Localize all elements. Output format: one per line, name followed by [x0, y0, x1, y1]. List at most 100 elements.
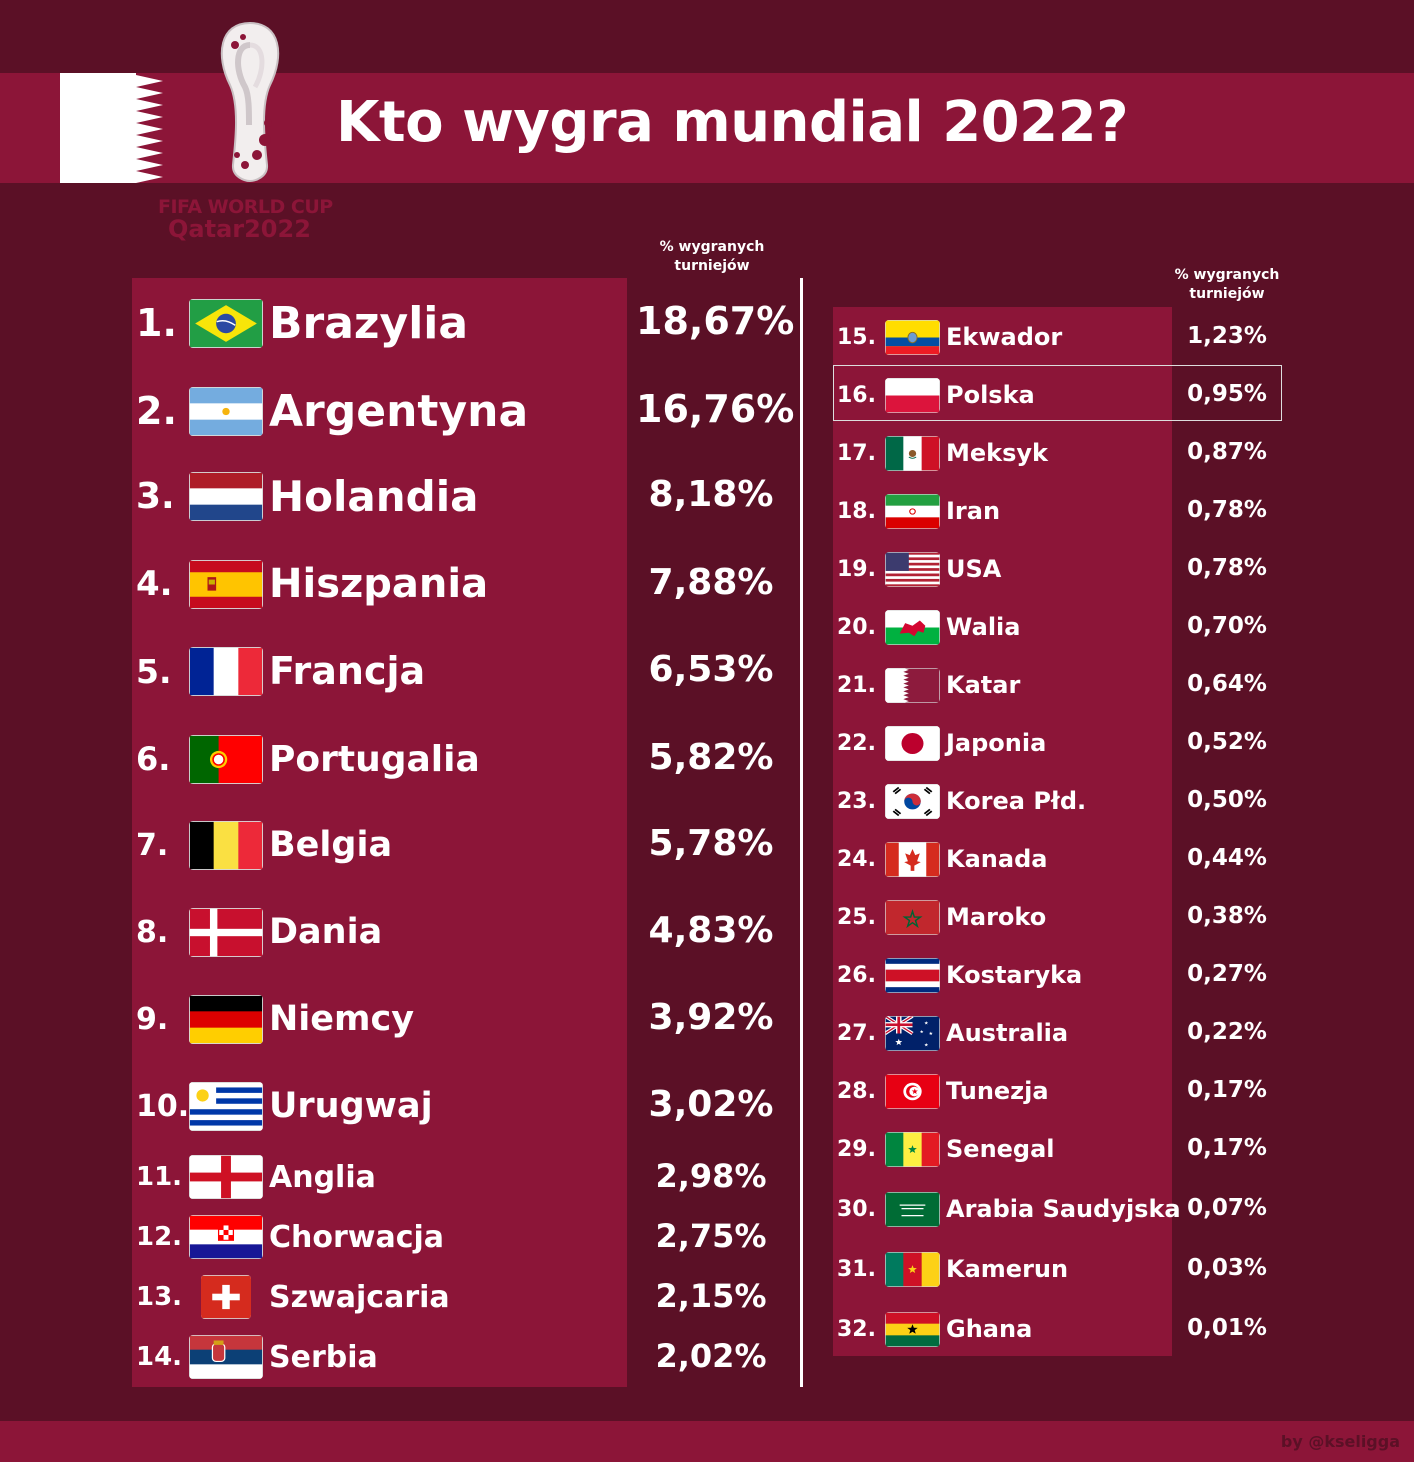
- country-name: Dania: [269, 912, 383, 952]
- rank-number: 21.: [837, 672, 876, 698]
- win-percentage: 0,64%: [1187, 670, 1267, 697]
- rank-number: 12.: [136, 1222, 183, 1252]
- country-name: Hiszpania: [269, 561, 489, 607]
- country-name: Australia: [946, 1019, 1069, 1047]
- win-percentage: 0,27%: [1187, 960, 1267, 987]
- rank-number: 2.: [136, 389, 177, 433]
- rank-number: 13.: [136, 1282, 183, 1312]
- ranking-row: 30. Arabia Saudyjska: [837, 1191, 1181, 1227]
- ranking-row: 32. Ghana: [837, 1311, 1032, 1347]
- portugal-flag-icon: [189, 734, 263, 784]
- win-percentage: 0,44%: [1187, 844, 1267, 871]
- ranking-row: 12. Chorwacja: [136, 1215, 444, 1259]
- rank-number: 19.: [837, 556, 876, 582]
- spain-flag-icon: [189, 559, 263, 609]
- rank-number: 28.: [837, 1078, 876, 1104]
- rank-number: 16.: [837, 382, 876, 408]
- country-name: Kamerun: [946, 1255, 1069, 1283]
- saudi-arabia-flag-icon: [885, 1191, 940, 1227]
- morocco-flag-icon: [885, 899, 940, 935]
- ranking-row: 15. Ekwador: [837, 319, 1063, 355]
- canada-flag-icon: [885, 841, 940, 877]
- win-percentage: 0,78%: [1187, 554, 1267, 581]
- usa-flag-icon: [885, 551, 940, 587]
- belgium-flag-icon: [189, 820, 263, 870]
- ranking-row: 27. Australia: [837, 1015, 1069, 1051]
- rank-number: 24.: [837, 846, 876, 872]
- rank-number: 9.: [136, 1001, 169, 1037]
- rank-number: 18.: [837, 498, 876, 524]
- denmark-flag-icon: [189, 907, 263, 957]
- ranking-row: 10. Urugwaj: [136, 1081, 433, 1131]
- ranking-row: 5. Francja: [136, 646, 426, 696]
- rank-number: 7.: [136, 827, 169, 863]
- win-percentage: 0,07%: [1187, 1194, 1267, 1221]
- rank-number: 20.: [837, 614, 876, 640]
- rank-number: 8.: [136, 914, 169, 950]
- win-percentage: 0,70%: [1187, 612, 1267, 639]
- japan-flag-icon: [885, 725, 940, 761]
- country-name: Kanada: [946, 845, 1048, 873]
- win-percentage: 3,02%: [648, 1083, 774, 1125]
- rank-number: 10.: [136, 1088, 190, 1124]
- ranking-row: 25. Maroko: [837, 899, 1047, 935]
- country-name: Argentyna: [269, 385, 529, 437]
- right-column-header: % wygranych turniejów: [1168, 266, 1286, 304]
- uruguay-flag-icon: [189, 1081, 263, 1131]
- senegal-flag-icon: [885, 1131, 940, 1167]
- country-name: Maroko: [946, 903, 1047, 931]
- ranking-row: 14. Serbia: [136, 1335, 378, 1379]
- win-percentage: 4,83%: [648, 909, 774, 951]
- rank-number: 5.: [136, 651, 172, 691]
- country-name: Iran: [946, 497, 1001, 525]
- ranking-row: 4. Hiszpania: [136, 559, 489, 609]
- rank-number: 14.: [136, 1342, 183, 1372]
- column-divider: [800, 278, 803, 1387]
- country-name: Urugwaj: [269, 1086, 433, 1126]
- country-name: Anglia: [269, 1159, 376, 1195]
- ranking-row: 29. Senegal: [837, 1131, 1055, 1167]
- rank-number: 3.: [136, 475, 175, 517]
- england-flag-icon: [189, 1155, 263, 1199]
- win-percentage: 8,18%: [648, 473, 774, 515]
- wales-flag-icon: [885, 609, 940, 645]
- page-title: Kto wygra mundial 2022?: [336, 90, 1129, 155]
- country-name: Ekwador: [946, 323, 1063, 351]
- logo-text-line2: Qatar2022: [168, 215, 311, 243]
- fifa-world-cup-logo-text: FIFA WORLD CUP Qatar2022: [158, 198, 333, 243]
- cameroon-flag-icon: [885, 1251, 940, 1287]
- win-percentage: 1,23%: [1187, 322, 1267, 349]
- country-name: Belgia: [269, 825, 393, 865]
- ranking-row: 11. Anglia: [136, 1155, 376, 1199]
- country-name: Meksyk: [946, 439, 1049, 467]
- win-percentage: 0,52%: [1187, 728, 1267, 755]
- ranking-row: 8. Dania: [136, 907, 383, 957]
- brazil-flag-icon: [189, 298, 263, 348]
- rank-number: 6.: [136, 740, 171, 778]
- ranking-row: 31. Kamerun: [837, 1251, 1069, 1287]
- poland-highlight-box: [833, 365, 1282, 421]
- country-name: Arabia Saudyjska: [946, 1195, 1181, 1223]
- ranking-row: 24. Kanada: [837, 841, 1048, 877]
- win-percentage: 6,53%: [648, 648, 774, 690]
- ranking-row: 13. Szwajcaria: [136, 1275, 450, 1319]
- ghana-flag-icon: [885, 1311, 940, 1347]
- netherlands-flag-icon: [189, 471, 263, 521]
- costa-rica-flag-icon: [885, 957, 940, 993]
- win-percentage: 7,88%: [648, 561, 774, 603]
- australia-flag-icon: [885, 1015, 940, 1051]
- country-name: USA: [946, 555, 1002, 583]
- rank-number: 25.: [837, 904, 876, 930]
- country-name: Szwajcaria: [269, 1279, 450, 1315]
- poland-flag-icon: [885, 377, 940, 413]
- mexico-flag-icon: [885, 435, 940, 471]
- ranking-row: 17. Meksyk: [837, 435, 1049, 471]
- tunisia-flag-icon: [885, 1073, 940, 1109]
- rank-number: 17.: [837, 440, 876, 466]
- switzerland-flag-icon: [189, 1275, 263, 1319]
- ranking-row: 3. Holandia: [136, 471, 478, 521]
- right-panel: [833, 307, 1172, 1356]
- country-name: Francja: [269, 649, 426, 693]
- ranking-row: 19. USA: [837, 551, 1002, 587]
- qatar-flag-icon: [60, 73, 165, 183]
